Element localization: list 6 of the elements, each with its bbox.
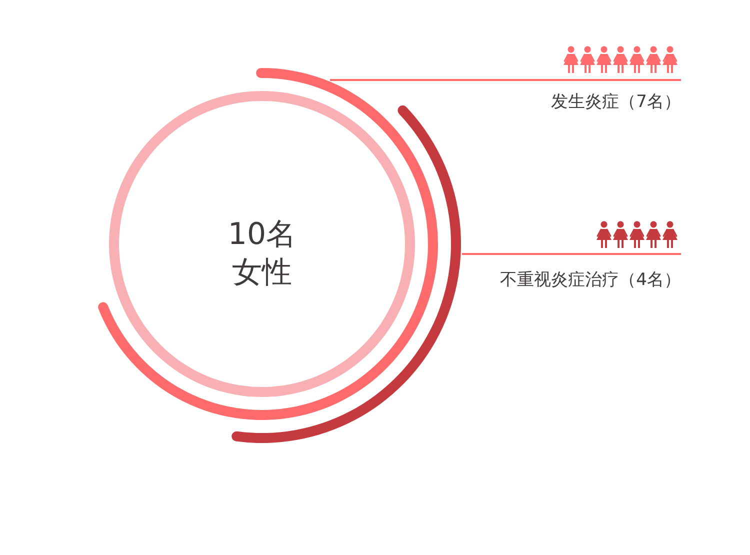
category-label: 不重视炎症治疗 [500,270,620,290]
data-label: 10名 [226,216,298,254]
data-label: （4名） [619,270,681,290]
category-label: 发生炎症 [551,92,620,112]
data-label: （7名） [619,92,681,112]
category-label: 女性 [231,254,293,292]
